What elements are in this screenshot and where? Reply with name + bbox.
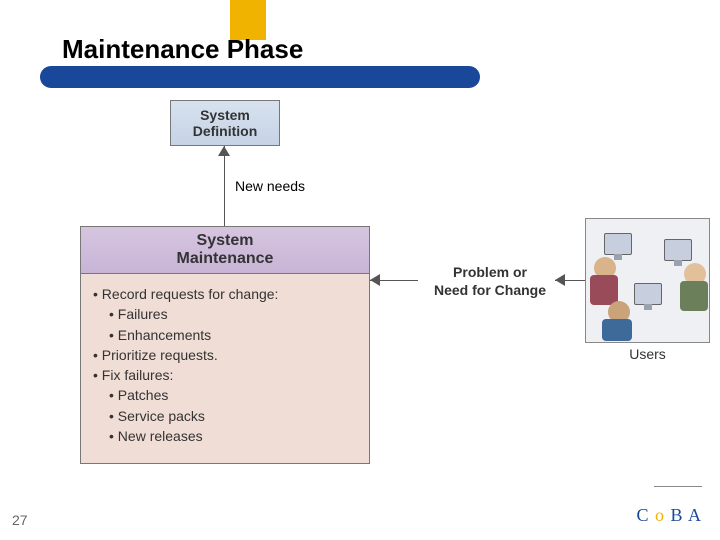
system-maintenance-body: • Record requests for change: • Failures… [80, 274, 370, 464]
system-definition-label: SystemDefinition [193, 107, 258, 139]
list-item: • Enhancements [109, 325, 357, 345]
arrow-line-up [224, 146, 225, 226]
list-item: • Prioritize requests. [93, 345, 357, 365]
list-item: • Failures [109, 304, 357, 324]
header-underline [40, 66, 480, 88]
list-item: • Record requests for change: [93, 284, 357, 304]
brand-logo: C o B A [636, 505, 702, 526]
list-item: • Fix failures: [93, 365, 357, 385]
arrowhead-up2 [555, 274, 565, 286]
users-label: Users [585, 346, 710, 362]
logo-decoration [654, 486, 702, 500]
new-needs-label: New needs [235, 178, 305, 194]
arrowhead-pm [370, 274, 380, 286]
arrowhead-up [218, 146, 230, 156]
list-item: • New releases [109, 426, 357, 446]
list-item: • Patches [109, 385, 357, 405]
users-image [585, 218, 710, 343]
system-maintenance-header: SystemMaintenance [80, 226, 370, 274]
problem-label: Problem orNeed for Change [420, 263, 560, 299]
list-item: • Service packs [109, 406, 357, 426]
system-definition-box: SystemDefinition [170, 100, 280, 146]
system-maintenance-title: SystemMaintenance [177, 232, 274, 268]
slide-number: 27 [12, 512, 28, 528]
page-title: Maintenance Phase [62, 34, 303, 65]
